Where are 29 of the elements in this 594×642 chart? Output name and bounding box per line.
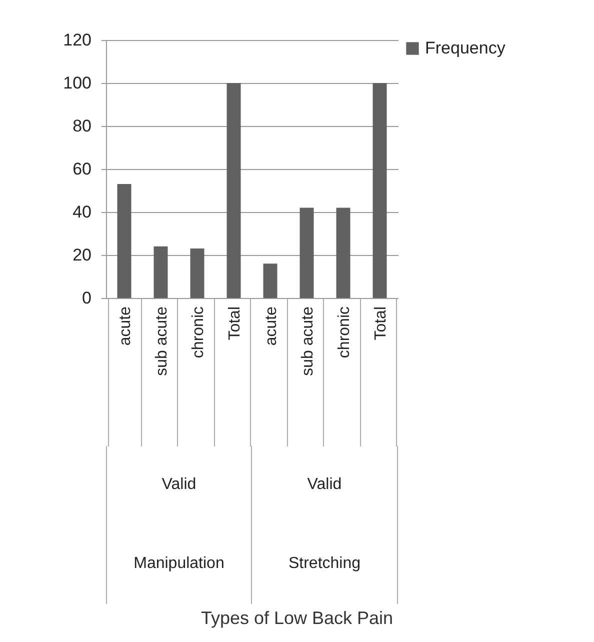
text: Valid — [307, 476, 342, 493]
text: Valid — [162, 476, 196, 493]
x-tick-label: chronic — [190, 306, 207, 358]
x-tick-label: chronic — [336, 306, 353, 358]
x-tick-label: Total — [226, 306, 244, 340]
x-tick-label: sub acute — [153, 306, 170, 376]
bar — [226, 83, 241, 298]
bar — [336, 208, 350, 298]
bar — [117, 184, 132, 298]
x-tick-label: acute — [262, 306, 280, 346]
y-tick-label: 80 — [72, 116, 92, 136]
x-tick-label: sub acute — [299, 306, 316, 376]
bar — [154, 246, 168, 298]
bar — [300, 208, 314, 298]
bar — [190, 248, 204, 298]
text: Types of Low Back Pain — [200, 608, 394, 629]
y-tick-label: 60 — [72, 160, 92, 178]
legend-label: Frequency — [425, 38, 506, 58]
y-tick-label: 20 — [72, 246, 92, 264]
x-tick-label: Total — [372, 306, 390, 340]
y-tick-label: 120 — [63, 30, 92, 50]
y-tick-label: 0 — [82, 288, 92, 308]
y-tick-label: 40 — [72, 202, 92, 222]
x-tick-label: acute — [116, 306, 134, 346]
text: Manipulation — [134, 555, 224, 572]
bar — [263, 264, 278, 298]
y-tick-label: 100 — [63, 74, 92, 92]
text: Stretching — [288, 555, 361, 572]
bar — [372, 83, 387, 298]
